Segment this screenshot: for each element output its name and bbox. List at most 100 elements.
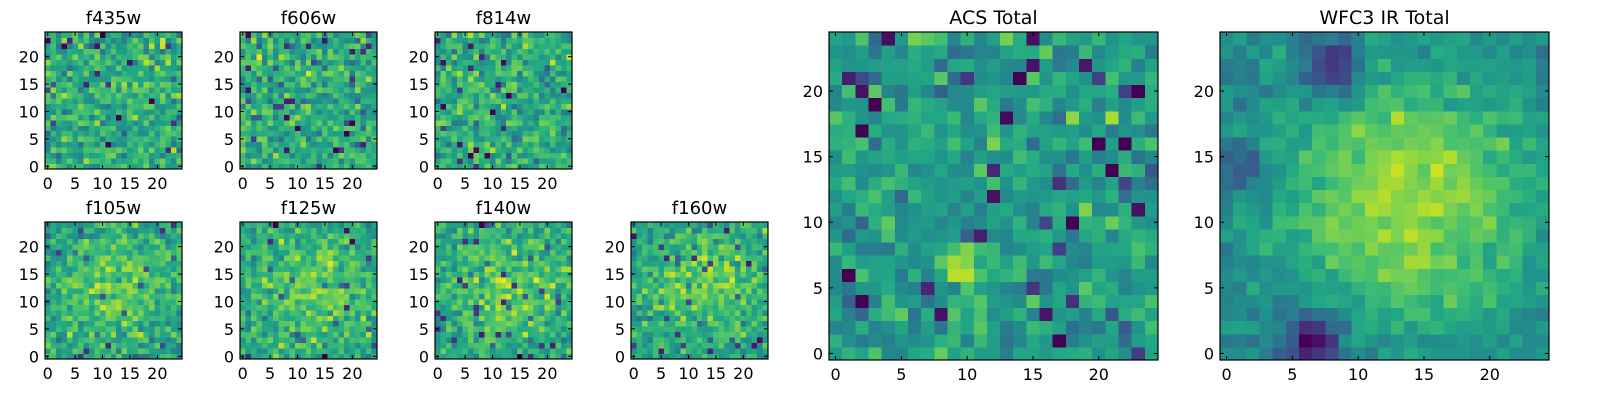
heatmap-cell [696, 249, 703, 256]
heatmap-cell [88, 276, 95, 283]
heatmap-cell [669, 309, 676, 316]
heatmap-cell [762, 238, 769, 245]
heatmap-cell [757, 315, 764, 322]
heatmap-cell [506, 32, 513, 39]
heatmap-cell [349, 282, 356, 289]
heatmap-cell [50, 53, 57, 60]
heatmap-cell [99, 287, 106, 294]
heatmap-cell [278, 92, 285, 99]
heatmap-cell [327, 75, 334, 82]
heatmap-cell [294, 86, 301, 93]
heatmap-cell [105, 75, 112, 82]
heatmap-cell [121, 315, 128, 322]
heatmap-cell [478, 53, 485, 60]
heatmap-cell [349, 125, 356, 132]
heatmap-cell [322, 125, 329, 132]
heatmap-cell [718, 249, 725, 256]
heatmap-cell [250, 42, 258, 50]
heatmap-cell [1026, 202, 1041, 217]
heatmap-cell [105, 342, 112, 349]
heatmap-cell [256, 337, 263, 344]
heatmap-cell [533, 147, 540, 154]
heatmap-cell [467, 37, 474, 44]
heatmap-cell [355, 282, 362, 289]
heatmap-cell [440, 337, 447, 344]
heatmap-cell [451, 232, 458, 240]
heatmap-cell [360, 331, 367, 338]
heatmap-cell [333, 114, 340, 121]
heatmap-cell [691, 260, 698, 267]
heatmap-cell [121, 86, 128, 93]
heatmap-cell [947, 255, 962, 269]
heatmap-cell [250, 298, 258, 305]
heatmap-cell [289, 243, 296, 250]
heatmap-cell [360, 265, 367, 272]
heatmap-cell [550, 64, 557, 71]
heatmap-cell [1052, 202, 1067, 217]
heatmap-cell [986, 215, 1001, 230]
heatmap-cell [316, 103, 323, 110]
heatmap-cell [283, 320, 290, 327]
heatmap-cell [555, 42, 562, 50]
heatmap-cell [986, 202, 1001, 217]
heatmap-cell [88, 32, 95, 39]
heatmap-cell [1026, 281, 1041, 295]
heatmap-cell [116, 32, 123, 39]
y-tick-label: 20 [214, 238, 234, 257]
heatmap-cell [316, 81, 323, 88]
heatmap-cell [171, 64, 178, 71]
heatmap-cell [451, 147, 458, 154]
heatmap-cell [316, 337, 323, 344]
heatmap-cell [550, 282, 557, 289]
heatmap-cell [272, 37, 279, 44]
heatmap-cell [456, 81, 463, 88]
heatmap-cell [550, 136, 557, 143]
heatmap-cell [506, 265, 513, 272]
heatmap-cell [894, 294, 909, 309]
heatmap-cell [636, 265, 643, 272]
heatmap-cell [855, 150, 870, 164]
heatmap-cell [176, 86, 183, 93]
heatmap-cell [456, 70, 463, 77]
heatmap-cell [566, 227, 573, 234]
heatmap-cell [674, 265, 681, 272]
heatmap-cell [467, 119, 474, 126]
heatmap-cell [272, 92, 279, 99]
heatmap-cell [451, 125, 458, 132]
heatmap-cell [344, 326, 351, 333]
heatmap-cell [77, 326, 84, 333]
heatmap-cell [360, 238, 367, 245]
heatmap-cell [685, 298, 692, 305]
heatmap-cell [451, 271, 458, 278]
heatmap-cell [550, 42, 557, 50]
heatmap-cell [305, 293, 312, 300]
heatmap-cell [462, 37, 469, 44]
heatmap-cell [77, 265, 84, 272]
heatmap-cell [881, 163, 896, 177]
heatmap-cell [456, 243, 463, 250]
heatmap-cell [267, 42, 274, 50]
heatmap-cell [478, 158, 485, 165]
heatmap-cell [77, 271, 84, 278]
heatmap-cell [250, 337, 258, 344]
heatmap-cell [855, 228, 870, 243]
heatmap-cell [960, 255, 975, 269]
heatmap-cell [544, 119, 551, 126]
heatmap-cell [636, 342, 643, 349]
heatmap-cell [366, 254, 373, 261]
heatmap-cell [478, 103, 485, 110]
heatmap-cell [294, 97, 301, 104]
heatmap-cell [478, 243, 485, 250]
heatmap-cell [724, 287, 731, 294]
heatmap-cell [1118, 346, 1133, 361]
heatmap-cell [456, 287, 463, 294]
heatmap-cell [921, 294, 935, 309]
heatmap-cell [138, 232, 145, 240]
heatmap-cell [105, 97, 112, 104]
heatmap-cell [261, 70, 268, 77]
heatmap-cell [685, 287, 692, 294]
heatmap-cell [50, 97, 57, 104]
heatmap-cell [311, 271, 318, 278]
heatmap-cell [171, 282, 178, 289]
heatmap-cell [143, 158, 150, 165]
